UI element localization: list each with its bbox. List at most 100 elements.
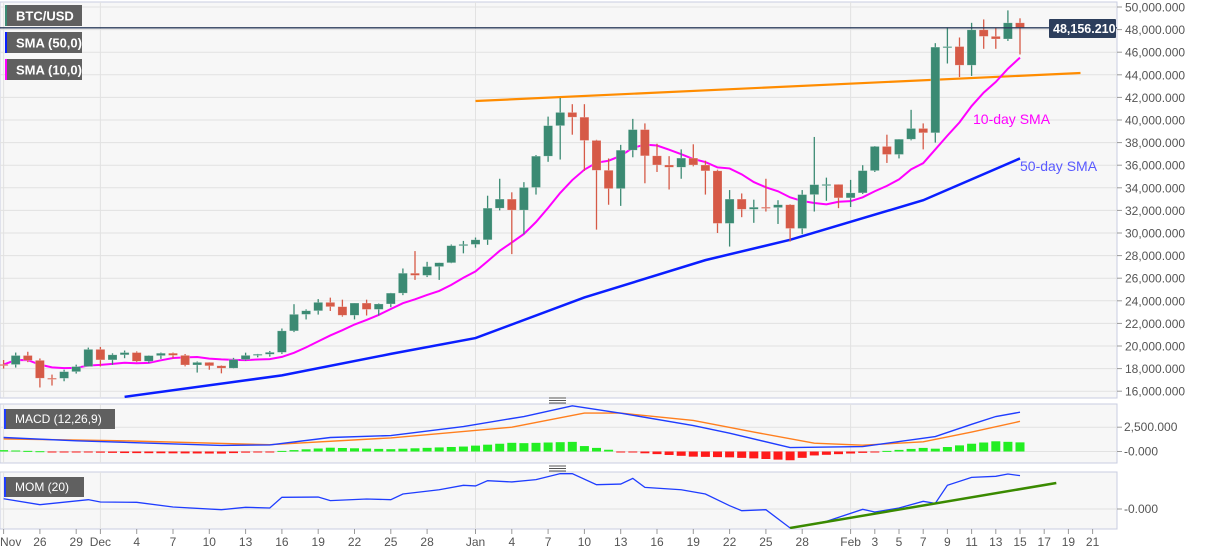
candle[interactable] [277,328,287,354]
candle[interactable] [869,145,880,172]
candle[interactable] [373,303,384,316]
candle[interactable] [954,37,965,78]
candle[interactable] [906,109,916,141]
main-panel[interactable] [0,1,1118,399]
candle[interactable] [446,244,457,264]
legend-mom[interactable]: MOM (20) [4,477,84,497]
candle[interactable] [506,192,517,255]
candle[interactable] [83,347,94,367]
candle[interactable] [422,261,432,278]
candle[interactable] [337,299,348,317]
candle[interactable] [289,304,299,333]
candle[interactable] [809,136,820,212]
candle[interactable] [252,353,263,358]
candle[interactable] [361,299,372,316]
candle[interactable] [410,251,420,280]
candle[interactable] [519,182,529,235]
candle[interactable] [797,190,808,235]
candle[interactable] [640,123,650,184]
candle[interactable] [821,177,832,201]
candle[interactable] [773,200,783,224]
macd-panel[interactable] [0,403,1118,464]
candle[interactable] [228,357,239,369]
candle[interactable] [676,149,687,179]
legend-sma50[interactable]: SMA (50,0) [5,32,82,53]
candle[interactable] [95,346,106,367]
candle[interactable] [313,299,324,315]
candle[interactable] [144,355,154,363]
candle[interactable] [736,193,747,218]
mom-resize-handle[interactable] [549,465,566,472]
candle[interactable] [748,199,759,223]
candle-body [228,359,239,369]
candle[interactable] [22,351,33,363]
candle[interactable] [264,350,275,357]
candle[interactable] [325,297,336,311]
candle[interactable] [398,268,408,296]
candle[interactable] [240,352,251,361]
candle[interactable] [156,352,166,359]
candle[interactable] [918,123,929,150]
candle[interactable] [216,365,227,374]
candle[interactable] [543,116,553,162]
candle[interactable] [712,169,723,233]
candle[interactable] [591,139,602,230]
candle[interactable] [204,362,215,370]
candle[interactable] [845,179,856,208]
candle[interactable] [785,204,795,242]
candle[interactable] [301,309,311,320]
candle[interactable] [192,361,202,373]
candle[interactable] [761,178,771,212]
candle[interactable] [434,262,445,280]
legend-sma10[interactable]: SMA (10,0) [5,59,82,80]
candle[interactable] [119,350,130,359]
candle[interactable] [603,158,614,205]
candle[interactable] [458,240,469,254]
candle[interactable] [615,144,626,206]
candle[interactable] [555,97,566,160]
candle[interactable] [71,364,81,374]
candle[interactable] [107,353,118,365]
candle[interactable] [664,156,674,190]
candle[interactable] [978,19,989,49]
candle[interactable] [35,358,45,388]
macd-resize-handle[interactable] [549,397,566,404]
candle[interactable] [990,28,1001,49]
legend-sma50-label: SMA (50,0) [16,36,82,51]
candle[interactable] [652,143,662,172]
candle[interactable] [47,374,57,386]
candle[interactable] [627,118,638,158]
candle[interactable] [857,165,868,195]
candle[interactable] [724,190,735,247]
candle[interactable] [688,144,699,167]
candle[interactable] [894,138,904,159]
candle[interactable] [1003,10,1013,41]
candle[interactable] [531,155,541,195]
candle-body [10,355,21,365]
candle-body [845,192,856,199]
candle[interactable] [700,160,711,195]
candle[interactable] [131,351,142,363]
candle[interactable] [833,184,844,209]
candle-body [119,352,130,356]
candle[interactable] [168,352,178,359]
candle[interactable] [10,352,21,368]
candle[interactable] [385,292,396,308]
candle[interactable] [59,369,69,382]
candle[interactable] [966,22,977,76]
candle[interactable] [942,27,953,64]
candle[interactable] [567,104,578,135]
candle[interactable] [930,43,941,143]
candle[interactable] [0,360,9,369]
candle[interactable] [470,237,481,248]
candle[interactable] [579,104,590,171]
candle-body [180,355,190,366]
candle[interactable] [349,302,360,320]
mom-panel[interactable] [0,471,1118,530]
candle[interactable] [482,195,493,245]
candle[interactable] [494,178,505,211]
legend-macd[interactable]: MACD (12,26,9) [4,409,115,429]
candle[interactable] [882,134,892,163]
candle[interactable] [180,354,190,367]
legend-btcusd[interactable]: BTC/USD [5,5,82,26]
